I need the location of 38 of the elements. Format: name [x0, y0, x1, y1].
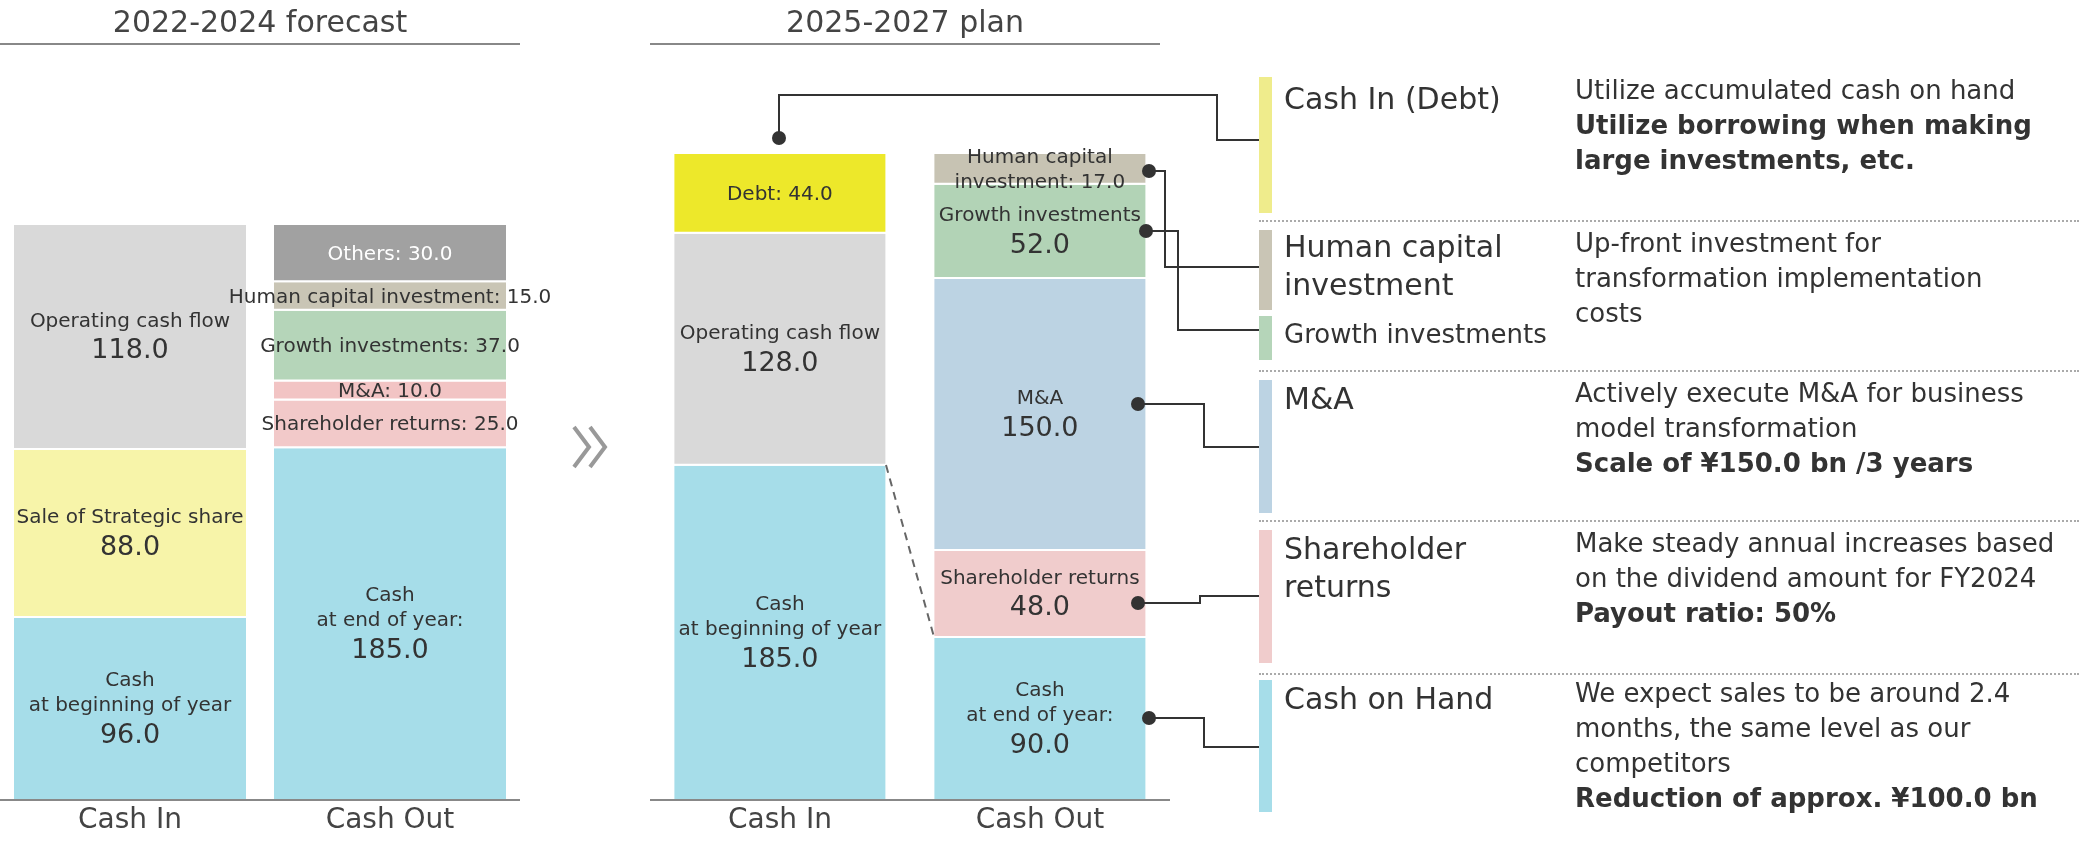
x-tick-label: Cash In	[78, 801, 182, 835]
text: Shareholder returns	[1284, 530, 1468, 606]
text: Human capital investment	[1284, 228, 1504, 304]
text: M&A	[1284, 380, 1355, 418]
data-label: Operating cash flow 128.0	[679, 319, 881, 377]
text: Scale of ¥150.0 bn /3 years	[1575, 447, 1975, 480]
text: Reduction of approx. ¥100.0 bn	[1575, 782, 2039, 815]
data-label: Cash at end of year: 90.0	[966, 677, 1114, 759]
text: Payout ratio: 50%	[1575, 597, 1838, 630]
data-label: Shareholder returns: 25.0	[261, 411, 519, 436]
text: Actively execute M&A for business model transformation	[1575, 377, 2025, 445]
data-label: Cash at end of year: 185.0	[316, 582, 464, 665]
chart-title: 2022-2024 forecast	[0, 4, 520, 45]
data-label: Shareholder returns 48.0	[940, 564, 1140, 622]
data-label: Sale of Strategic share 88.0	[16, 504, 244, 561]
data-label: Growth investments 52.0	[938, 202, 1141, 259]
text: Cash In (Debt)	[1284, 80, 1502, 118]
x-tick-label: Cash Out	[325, 801, 455, 835]
x-tick-label: Cash Out	[975, 801, 1105, 835]
text: Utilize accumulated cash on hand	[1575, 74, 2017, 107]
data-label: Debt: 44.0	[726, 180, 833, 205]
data-label: Operating cash flow 118.0	[29, 307, 231, 365]
data-label: Human capital investment: 15.0	[228, 283, 552, 308]
data-label: M&A 150.0	[1001, 385, 1079, 442]
text: Cash on Hand	[1284, 680, 1495, 718]
text: Up-front investment for transformation implementation costs	[1575, 227, 1984, 330]
data-label: Growth investments: 37.0	[260, 333, 520, 358]
data-label: Cash at beginning of year 185.0	[678, 590, 882, 673]
text: Make steady annual increases based on the dividend amount for FY2024	[1575, 527, 2055, 595]
data-label: Others: 30.0	[327, 240, 453, 265]
data-label: Cash at beginning of year 96.0	[28, 667, 233, 749]
text: We expect sales to be around 2.4 months, the same level as our competitors	[1575, 677, 2012, 780]
data-label: M&A: 10.0	[338, 377, 442, 402]
x-tick-label: Cash In	[728, 801, 832, 835]
text: Utilize borrowing when making large investments, etc.	[1575, 109, 2033, 177]
chart-title: 2025-2027 plan	[650, 4, 1160, 45]
data-label: Human capital investment: 17.0	[954, 143, 1126, 193]
text: Growth investments	[1284, 318, 1548, 351]
